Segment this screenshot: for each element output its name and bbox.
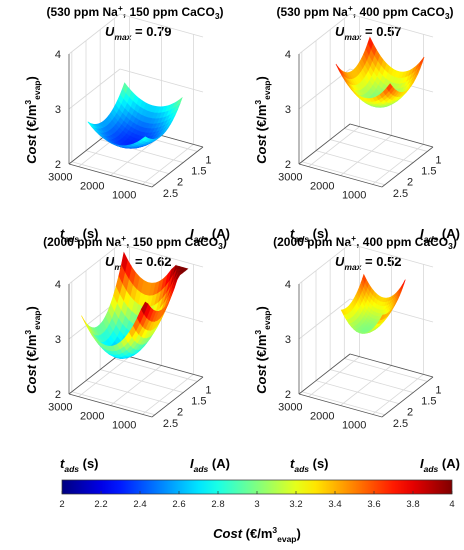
cost-surface [87, 82, 183, 149]
t-tick-label: 2000 [310, 411, 334, 423]
colorbar-tick-label: 3.2 [289, 499, 302, 510]
colorbar-tick-label: 2 [59, 499, 64, 510]
t-tick-label: 1000 [112, 419, 136, 431]
i-tick-label: 1.5 [191, 166, 206, 178]
z-tick-label: 2 [285, 389, 291, 401]
t-tick-label: 2000 [310, 181, 334, 193]
i-tick-label: 2.5 [393, 418, 408, 430]
t-tick-label: 1000 [112, 189, 136, 201]
colorbar-tick-label: 2.4 [133, 499, 146, 510]
t-axis-label: tads (s) [290, 226, 329, 244]
z-tick-label: 4 [55, 49, 61, 61]
z-tick-label: 4 [285, 49, 291, 61]
i-tick-label: 2 [407, 407, 413, 419]
i-tick-label: 1 [435, 384, 441, 396]
z-tick-label: 3 [285, 104, 291, 116]
panel-bottom-right: (2000 ppm Na+, 400 ppm CaCO3)Umax = 0.52… [253, 233, 460, 474]
i-tick-label: 1.5 [421, 396, 436, 408]
panel-title: (2000 ppm Na+, 400 ppm CaCO3) [273, 233, 457, 251]
i-axis-label: Iads (A) [420, 226, 460, 244]
panel-title: (530 ppm Na+, 400 ppm CaCO3) [276, 3, 453, 21]
colorbar-label: Cost (€/m3evap) [213, 525, 301, 544]
i-tick-label: 1.5 [421, 166, 436, 178]
colorbar-tick-label: 2.8 [211, 499, 224, 510]
t-tick-label: 1000 [342, 189, 366, 201]
z-axis-label: Cost (€/m3evap) [23, 306, 42, 394]
surface-patch [140, 301, 149, 315]
i-tick-label: 2 [407, 177, 413, 189]
z-tick-label: 3 [55, 334, 61, 346]
t-tick-label: 3000 [48, 172, 72, 184]
z-tick-label: 3 [55, 104, 61, 116]
t-tick-label: 3000 [278, 172, 302, 184]
panel-top-right: (530 ppm Na+, 400 ppm CaCO3)Umax = 0.572… [253, 3, 460, 244]
colorbar-tick-label: 3 [254, 499, 259, 510]
i-tick-label: 1 [435, 154, 441, 166]
i-tick-label: 2.5 [163, 188, 178, 200]
i-tick-label: 2.5 [163, 418, 178, 430]
colorbar-tick-label: 3.8 [406, 499, 419, 510]
surface-patch [141, 136, 149, 142]
t-tick-label: 2000 [80, 411, 104, 423]
t-axis-label: tads (s) [60, 226, 99, 244]
colorbar-tick-label: 3.6 [367, 499, 380, 510]
cost-surface [81, 251, 189, 359]
z-axis-label: Cost (€/m3evap) [253, 76, 272, 164]
t-tick-label: 3000 [278, 402, 302, 414]
colorbar-tick-label: 2.6 [172, 499, 185, 510]
i-tick-label: 2 [177, 177, 183, 189]
colorbar-tick-label: 2.2 [94, 499, 107, 510]
panel-top-left: (530 ppm Na+, 150 ppm CaCO3)Umax = 0.792… [23, 3, 230, 244]
z-axis-label: Cost (€/m3evap) [23, 76, 42, 164]
i-tick-label: 1.5 [191, 396, 206, 408]
panel-bottom-left: (2000 ppm Na+, 150 ppm CaCO3)Umax = 0.62… [23, 233, 230, 474]
colorbar-tick-label: 3.4 [328, 499, 341, 510]
t-tick-label: 1000 [342, 419, 366, 431]
grid [68, 13, 204, 188]
surface-patch [386, 83, 393, 92]
colorbar-tick-label: 4 [449, 499, 454, 510]
cost-surface [340, 273, 406, 334]
surface-patch [379, 314, 385, 320]
t-tick-label: 2000 [80, 181, 104, 193]
z-tick-label: 2 [285, 159, 291, 171]
z-tick-label: 4 [285, 279, 291, 291]
i-tick-label: 1 [205, 154, 211, 166]
t-tick-label: 3000 [48, 402, 72, 414]
z-tick-label: 2 [55, 159, 61, 171]
i-axis-label: Iads (A) [190, 456, 230, 474]
panel-title: (2000 ppm Na+, 150 ppm CaCO3) [43, 233, 227, 251]
i-axis-label: Iads (A) [190, 226, 230, 244]
panel-title: (530 ppm Na+, 150 ppm CaCO3) [46, 3, 223, 21]
z-tick-label: 2 [55, 389, 61, 401]
z-tick-label: 3 [285, 334, 291, 346]
i-tick-label: 1 [205, 384, 211, 396]
colorbar: 2 2.2 2.4 2.6 2.8 3 3.2 3.4 3.6 3.8 4 Cost (€/m3eva… [59, 479, 455, 544]
i-tick-label: 2.5 [393, 188, 408, 200]
cost-surface [335, 36, 425, 108]
i-axis-label: Iads (A) [420, 456, 460, 474]
t-axis-label: tads (s) [290, 456, 329, 474]
i-tick-label: 2 [177, 407, 183, 419]
z-axis-label: Cost (€/m3evap) [253, 306, 272, 394]
z-tick-label: 4 [55, 279, 61, 291]
t-axis-label: tads (s) [60, 456, 99, 474]
